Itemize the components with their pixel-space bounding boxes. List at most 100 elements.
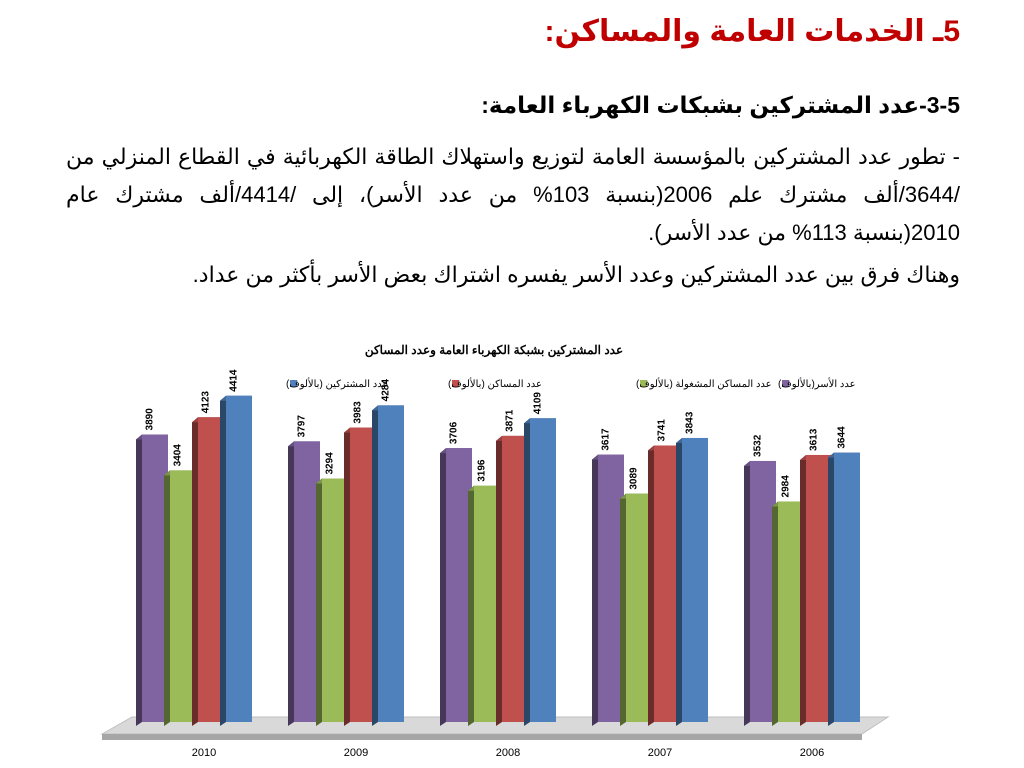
bar-front [750, 460, 776, 722]
data-label: 2984 [780, 475, 791, 498]
bar-side [220, 395, 226, 726]
slide-title: 5ـ الخدمات العامة والمساكن: [544, 15, 960, 48]
bar-side [372, 405, 378, 726]
x-tick-label: 2007 [648, 747, 672, 759]
bar-front [778, 501, 804, 722]
data-label: 3797 [296, 415, 307, 438]
data-label: 4123 [200, 391, 211, 414]
legend-swatch [290, 380, 297, 387]
floor-front [102, 734, 862, 740]
bar-2007-3: 3843 [676, 411, 708, 726]
legend-swatch [452, 380, 459, 387]
data-label: 3983 [352, 401, 363, 424]
bar-2009-2: 3983 [344, 401, 376, 726]
data-label: 4109 [532, 392, 543, 415]
chart: عدد المشتركين بشبكة الكهرباء العامة وعدد… [100, 343, 890, 759]
bar-side [620, 493, 626, 726]
bar-2007-2: 3741 [648, 419, 680, 726]
bar-side [676, 437, 682, 726]
data-label: 4414 [228, 369, 239, 392]
bar-2009-0: 3797 [288, 415, 320, 726]
bar-side [468, 485, 474, 726]
bar-front [598, 454, 624, 722]
body-paragraph-2: وهناك فرق بين عدد المشتركين وعدد الأسر ي… [192, 262, 960, 287]
data-label: 3871 [504, 409, 515, 432]
bar-front [654, 445, 680, 722]
bar-side [288, 441, 294, 726]
data-label: 3706 [448, 421, 459, 444]
data-label: 3294 [324, 452, 335, 475]
bar-2007-0: 3617 [592, 428, 624, 726]
legend-label: عدد المساكن (بالألوف) [448, 378, 542, 390]
bar-2009-1: 3294 [316, 452, 348, 726]
legend-swatch [640, 380, 647, 387]
bar-front [834, 452, 860, 722]
bar-2008-2: 3871 [496, 409, 528, 726]
bar-side [524, 418, 530, 726]
bar-front [446, 448, 472, 722]
data-label: 3404 [172, 444, 183, 467]
bar-front [378, 405, 404, 722]
bar-front [294, 441, 320, 722]
data-label: 3532 [752, 434, 763, 457]
bar-2006-2: 3613 [800, 428, 832, 726]
legend-label: عدد المشتركين (بالألوف) [286, 378, 388, 390]
bar-2006-1: 2984 [772, 475, 804, 726]
data-label: 3843 [684, 411, 695, 434]
bar-front [226, 395, 252, 722]
data-label: 3617 [600, 428, 611, 451]
data-label: 3741 [656, 419, 667, 442]
x-tick-label: 2006 [800, 747, 824, 759]
bar-2010-1: 3404 [164, 444, 196, 726]
bar-side [496, 435, 502, 726]
bar-side [828, 452, 834, 726]
bar-side [316, 478, 322, 726]
bar-front [142, 434, 168, 722]
bar-front [502, 435, 528, 722]
data-label: 3890 [144, 408, 155, 431]
bar-side [192, 417, 198, 726]
x-axis-labels: 2010 2009 2008 2007 2006 [192, 747, 824, 759]
bar-side [136, 434, 142, 726]
bar-side [744, 460, 750, 726]
bar-2008-0: 3706 [440, 421, 472, 726]
body-paragraph-1: - تطور عدد المشتركين بالمؤسسة العامة لتو… [66, 144, 960, 245]
bar-front [322, 478, 348, 722]
data-label: 3196 [476, 459, 487, 482]
bar-front [350, 427, 376, 722]
legend-swatch [782, 380, 789, 387]
bar-side [772, 501, 778, 726]
bar-front [170, 470, 196, 722]
bar-front [474, 485, 500, 722]
x-tick-label: 2010 [192, 747, 216, 759]
bar-front [626, 493, 652, 722]
bar-2007-1: 3089 [620, 467, 652, 726]
bar-2008-1: 3196 [468, 459, 500, 726]
bar-2006-0: 3532 [744, 434, 776, 726]
chart-legend: عدد الأسر(بالألوف) عدد المساكن المشغولة (… [286, 378, 856, 390]
x-tick-label: 2008 [496, 747, 520, 759]
chart-title: عدد المشتركين بشبكة الكهرباء العامة وعدد… [365, 343, 623, 358]
bar-2008-3: 4109 [524, 392, 556, 726]
data-label: 3644 [836, 426, 847, 449]
bar-2010-0: 3890 [136, 408, 168, 726]
legend-label: عدد المساكن المشغولة (بالألوف) [636, 378, 772, 390]
bar-2009-3: 4284 [372, 379, 404, 726]
bar-front [198, 417, 224, 722]
data-label: 3613 [808, 428, 819, 451]
bar-side [648, 445, 654, 726]
bar-2010-3: 4414 [220, 369, 252, 726]
section-heading: 3-5-عدد المشتركين بشبكات الكهرباء العامة… [481, 92, 960, 118]
x-tick-label: 2009 [344, 747, 368, 759]
bar-front [806, 454, 832, 722]
legend-label: عدد الأسر(بالألوف) [778, 378, 856, 390]
bar-side [440, 448, 446, 726]
data-label: 4284 [380, 379, 391, 402]
bar-2010-2: 4123 [192, 391, 224, 726]
chart-bars: 3890 3404 4123 4414 3797 3294 3983 4284 3706 3196… [136, 369, 860, 726]
bar-2006-3: 3644 [828, 426, 860, 726]
bar-front [682, 437, 708, 722]
bar-side [592, 454, 598, 726]
bar-front [530, 418, 556, 722]
data-label: 3089 [628, 467, 639, 490]
